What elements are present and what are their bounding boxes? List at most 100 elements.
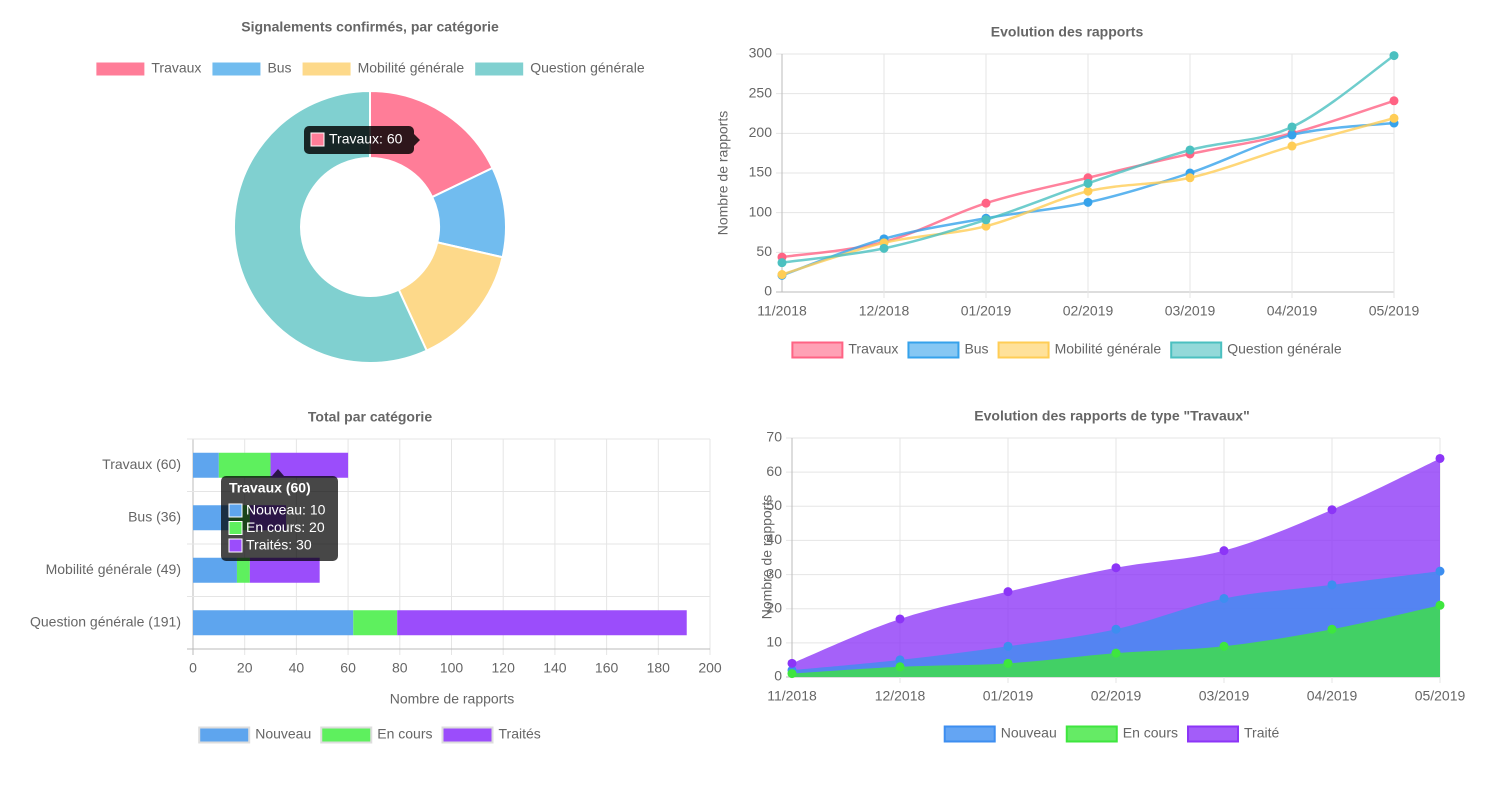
legend: Nouveau En cours Traité [943, 725, 1279, 743]
point [777, 270, 787, 280]
tooltip-text: Travaux: 60 [329, 131, 403, 147]
legend-swatch [198, 726, 251, 744]
tooltip-line: Traités: 30 [246, 537, 312, 553]
x-tick-label: 01/2019 [983, 688, 1034, 704]
point [1185, 145, 1195, 155]
x-tick-label: 02/2019 [1063, 303, 1114, 319]
legend-swatch [907, 341, 960, 359]
point [1327, 580, 1337, 590]
x-tick-label: 12/2018 [859, 303, 910, 319]
y-tick-label: 50 [756, 243, 772, 259]
y-tick-label: 60 [766, 463, 782, 479]
y-tick-label: 200 [749, 124, 773, 140]
x-tick-label: 04/2019 [1267, 303, 1318, 319]
x-tick-label: 11/2018 [757, 303, 807, 319]
legend-label: En cours [1123, 725, 1178, 741]
x-tick-label: 03/2019 [1165, 303, 1216, 319]
x-tick-label: 05/2019 [1415, 688, 1466, 704]
legend: Travaux Bus Mobilité générale Question géné… [791, 341, 1342, 359]
y-tick-label: 40 [766, 531, 782, 547]
point [1327, 624, 1337, 634]
bar-segment [353, 610, 398, 636]
legend-label: En cours [377, 726, 432, 742]
point [1111, 624, 1121, 634]
legend-swatch [1170, 341, 1223, 359]
tooltip-line: Nouveau: 10 [246, 502, 326, 518]
bar-segment [218, 452, 271, 478]
point [1389, 113, 1399, 123]
tooltip-title: Travaux (60) [229, 480, 311, 496]
point [895, 614, 905, 624]
legend-label: Mobilité générale [1055, 341, 1162, 357]
legend-swatch [441, 726, 494, 744]
legend-label: Traité [1244, 725, 1279, 741]
x-tick-label: 02/2019 [1091, 688, 1142, 704]
y-tick-label: Bus (36) [128, 508, 181, 524]
y-tick-label: 300 [749, 45, 773, 61]
point [1389, 96, 1399, 106]
point [895, 662, 905, 672]
x-tick-label: 180 [647, 660, 671, 676]
point [1287, 122, 1297, 132]
y-tick-label: 10 [766, 634, 782, 650]
chart-title: Evolution des rapports [991, 24, 1144, 40]
legend-label: Travaux [151, 60, 201, 76]
legend-label: Travaux [848, 341, 898, 357]
point [895, 655, 905, 665]
bar-segment [193, 452, 219, 478]
point [1111, 563, 1121, 573]
legend-swatch [320, 726, 373, 744]
legend-swatch [94, 60, 147, 78]
legend: Nouveau En cours Traités [198, 726, 541, 744]
y-tick-label: 100 [749, 203, 773, 219]
x-tick-label: 80 [392, 660, 408, 676]
tooltip-swatch [228, 521, 243, 535]
legend-swatch [1065, 725, 1118, 743]
point [787, 669, 797, 679]
y-tick-label: 20 [766, 599, 782, 615]
point [1219, 546, 1229, 556]
point [1083, 197, 1093, 207]
legend-swatch [210, 60, 263, 78]
point [981, 198, 991, 208]
x-tick-label: 40 [289, 660, 305, 676]
point [879, 243, 889, 253]
legend-swatch [473, 60, 526, 78]
bar-segment [236, 557, 250, 583]
x-tick-label: 03/2019 [1199, 688, 1250, 704]
tooltip-box [304, 126, 414, 154]
x-tick-label: 160 [595, 660, 619, 676]
point [1083, 186, 1093, 196]
x-tick-label: 100 [440, 660, 464, 676]
legend: Travaux Bus Mobilité générale Question géné… [94, 60, 645, 78]
tooltip-box [221, 476, 338, 561]
point [1003, 641, 1013, 651]
point [1435, 566, 1445, 576]
point [1219, 593, 1229, 603]
x-tick-label: 05/2019 [1369, 303, 1420, 319]
legend-label: Question générale [1227, 341, 1342, 357]
tooltip-swatch [228, 538, 243, 553]
legend-label: Bus [267, 60, 291, 76]
x-tick-label: 12/2018 [875, 688, 926, 704]
point [1435, 600, 1445, 610]
point [981, 215, 991, 225]
y-axis-label: Nombre de rapports [715, 111, 731, 236]
y-tick-label: 50 [766, 497, 782, 513]
point [1435, 453, 1445, 463]
x-tick-label: 01/2019 [961, 303, 1012, 319]
chart-title: Total par catégorie [308, 409, 432, 425]
point [1111, 648, 1121, 658]
legend-swatch [791, 341, 844, 359]
x-tick-label: 11/2018 [767, 688, 817, 704]
x-tick-label: 200 [698, 660, 722, 676]
y-tick-label: 30 [766, 565, 782, 581]
point [1287, 130, 1297, 140]
bar-segment [397, 610, 687, 636]
legend-swatch [943, 725, 996, 743]
x-tick-label: 0 [189, 660, 197, 676]
chart-title: Signalements confirmés, par catégorie [241, 19, 499, 35]
y-tick-label: Travaux (60) [102, 456, 181, 472]
